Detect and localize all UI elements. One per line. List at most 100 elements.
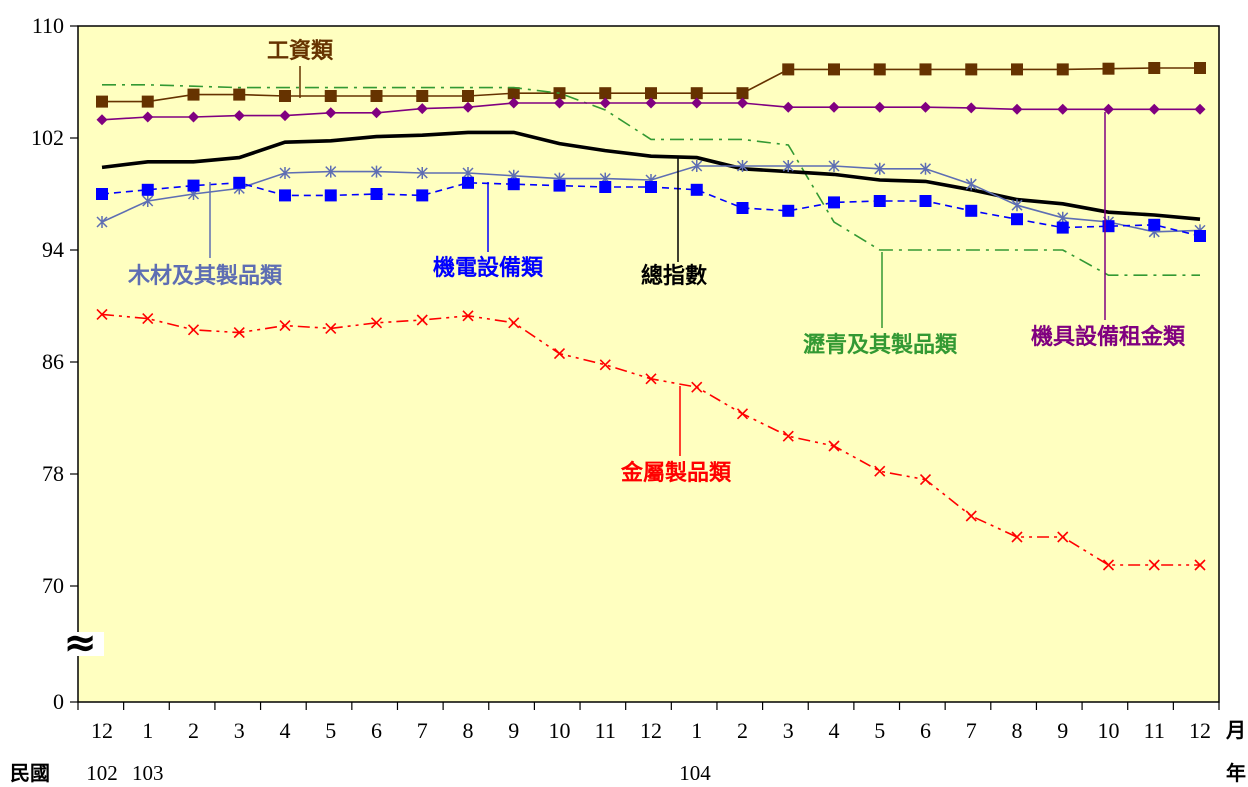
wages-point — [1056, 63, 1069, 76]
wood-point — [370, 165, 383, 178]
y-tick-label: 0 — [53, 689, 64, 714]
era-label: 民國 — [10, 761, 50, 785]
wages-point — [416, 90, 429, 102]
mech-elec-point — [645, 181, 657, 193]
wages-point — [599, 87, 612, 100]
wages-label: 工資類 — [267, 38, 334, 64]
wood-point — [1011, 199, 1023, 212]
x-tick-label: 5 — [325, 718, 336, 743]
equipment-rental-point — [279, 110, 291, 122]
metal-point — [645, 373, 657, 385]
equipment-rental-point — [325, 107, 337, 119]
mech-elec-point — [416, 189, 429, 202]
y-tick-label: 70 — [42, 573, 64, 598]
x-tick-label: 9 — [508, 718, 519, 743]
wood-point — [325, 165, 337, 178]
equipment-rental-point — [920, 101, 931, 113]
x-tick-label: 3 — [783, 718, 794, 743]
wages-point — [279, 90, 291, 102]
wages-point — [645, 87, 657, 100]
metal-label: 金屬製品類 — [620, 460, 732, 486]
wages-point — [370, 90, 383, 102]
axis-break-mask — [62, 632, 104, 656]
mech-elec-point — [736, 202, 749, 214]
wages-point — [1194, 62, 1206, 74]
metal-point — [736, 408, 749, 420]
mech-elec-point — [1194, 230, 1206, 242]
wood-point — [96, 216, 108, 228]
wages-point — [187, 88, 200, 101]
x-tick-label: 11 — [1144, 718, 1165, 743]
wood-point — [874, 162, 886, 175]
wages-point — [782, 63, 795, 76]
wages-point — [919, 63, 932, 76]
mech-elec-point — [873, 195, 886, 207]
wood-point — [919, 162, 932, 175]
equipment-rental-point — [874, 101, 886, 113]
metal-point — [416, 314, 428, 326]
equipment-rental-point — [188, 111, 199, 123]
y-tick-label: 102 — [31, 125, 64, 150]
wood-point — [736, 160, 749, 172]
metal-point — [1057, 531, 1069, 543]
asphalt-label: 瀝青及其製品類 — [803, 332, 958, 358]
mech-elec-point — [462, 176, 474, 189]
total-index-label: 總指數 — [641, 263, 707, 289]
x-tick-label: 10 — [549, 718, 571, 743]
x-tick-label: 3 — [234, 718, 245, 743]
equipment-rental-point — [554, 97, 565, 109]
equipment-rental-point — [462, 101, 474, 113]
x-tick-label: 9 — [1057, 718, 1068, 743]
y-tick-label: 86 — [42, 349, 64, 374]
x-tick-label: 12 — [91, 718, 113, 743]
metal-point — [828, 440, 840, 452]
metal-point — [1148, 559, 1160, 571]
mech-elec-point — [553, 179, 566, 192]
metal-point — [965, 510, 977, 522]
wages-point — [507, 87, 520, 100]
equipment-rental-point — [737, 97, 748, 109]
metal-point — [782, 430, 794, 442]
mech-elec-point — [141, 183, 154, 196]
wages-point — [828, 63, 840, 76]
metal-point — [96, 308, 108, 320]
wood-point — [782, 160, 794, 172]
x-tick-label: 1 — [691, 718, 702, 743]
y-tick-label: 78 — [42, 461, 64, 486]
equipment-rental-point — [691, 97, 703, 109]
metal-point — [874, 465, 886, 477]
wood-point — [416, 167, 428, 179]
equipment-rental-point — [508, 97, 520, 109]
metal-point — [1194, 559, 1206, 571]
x-tick-label: 8 — [1012, 718, 1023, 743]
wages-point — [1011, 63, 1023, 76]
equipment-rental-point — [1057, 103, 1069, 115]
mech-elec-point — [828, 196, 840, 209]
year-label: 103 — [132, 761, 164, 785]
axis-break-symbol: ≈ — [63, 620, 97, 666]
x-tick-label: 8 — [463, 718, 474, 743]
wages-point — [690, 87, 703, 100]
equipment-rental-point — [965, 102, 977, 114]
year-unit-label: 年 — [1226, 761, 1246, 785]
equipment-rental-label: 機具設備租金類 — [1031, 324, 1186, 350]
mech-elec-point — [690, 183, 703, 196]
wages-point — [736, 87, 749, 100]
metal-point — [508, 317, 520, 329]
metal-point — [919, 474, 932, 486]
wages-point — [873, 63, 886, 76]
year-label: 102 — [86, 761, 118, 785]
mech-elec-label: 機電設備類 — [433, 255, 544, 281]
mech-elec-point — [233, 176, 246, 189]
plot-area — [77, 25, 1220, 703]
metal-point — [691, 381, 703, 393]
metal-point — [187, 324, 200, 336]
metal-point — [1102, 559, 1115, 571]
x-tick-label: 2 — [737, 718, 748, 743]
mech-elec-point — [324, 189, 337, 202]
wood-point — [279, 167, 291, 179]
mech-elec-point — [965, 204, 978, 217]
equipment-rental-point — [1011, 103, 1023, 115]
x-tick-label: 7 — [417, 718, 428, 743]
equipment-rental-point — [96, 114, 108, 126]
